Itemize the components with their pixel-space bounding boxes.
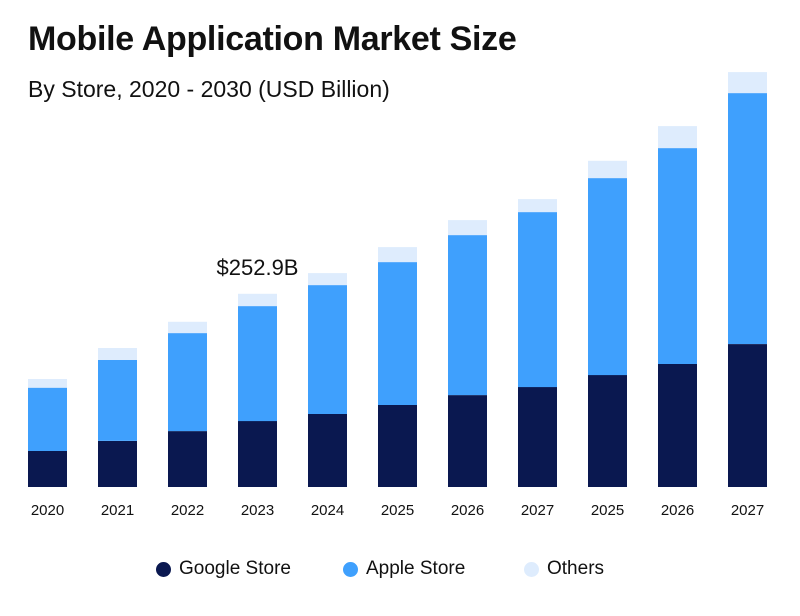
bar-google-store-2023 <box>238 421 277 487</box>
x-tick-label: 2026 <box>661 502 694 519</box>
bar-apple-store-2025 <box>378 262 417 405</box>
bar-apple-store-2024 <box>308 285 347 414</box>
bar-others-2023 <box>238 293 277 307</box>
data-label-annotation: $252.9B <box>217 255 299 280</box>
bar-apple-store-2020 <box>28 387 67 451</box>
bar-apple-store-2026 <box>448 235 487 396</box>
x-tick-label: 2027 <box>521 502 554 519</box>
bar-others-2024 <box>308 273 347 286</box>
bar-apple-store-2026 <box>658 148 697 364</box>
bar-others-2020 <box>28 379 67 388</box>
bar-others-2026 <box>658 126 697 149</box>
bar-others-2026 <box>448 220 487 236</box>
bar-apple-store-2027 <box>518 212 557 388</box>
bar-google-store-2024 <box>308 414 347 487</box>
legend-item-others[interactable]: Others <box>524 558 604 580</box>
legend-swatch-apple <box>343 561 358 577</box>
x-tick-label: 2020 <box>31 502 64 519</box>
bar-apple-store-2023 <box>238 306 277 422</box>
bar-others-2027 <box>518 199 557 213</box>
bar-google-store-2025 <box>378 405 417 487</box>
bar-apple-store-2025 <box>588 178 627 376</box>
bar-google-store-2025 <box>588 375 627 487</box>
x-tick-label: 2025 <box>591 502 624 519</box>
bar-apple-store-2027 <box>728 93 767 344</box>
bar-others-2022 <box>168 321 207 334</box>
legend-item-apple-store[interactable]: Apple Store <box>343 558 465 580</box>
x-tick-label: 2026 <box>451 502 484 519</box>
bar-google-store-2026 <box>448 395 487 487</box>
legend: Google Store Apple Store Others <box>0 558 800 584</box>
legend-label-others: Others <box>547 558 605 579</box>
bar-google-store-2020 <box>28 451 67 487</box>
chart-subtitle: By Store, 2020 - 2030 (USD Billion) <box>28 76 390 102</box>
x-tick-label: 2024 <box>311 502 344 519</box>
bar-others-2021 <box>98 348 137 360</box>
legend-swatch-others <box>524 561 539 577</box>
legend-label-google: Google Store <box>179 558 291 579</box>
bar-others-2027 <box>728 72 767 94</box>
legend-label-apple: Apple Store <box>366 558 466 579</box>
legend-swatch-google <box>156 561 171 577</box>
bar-google-store-2027 <box>518 387 557 487</box>
bar-others-2025 <box>588 160 627 179</box>
x-tick-label: 2021 <box>101 502 134 519</box>
x-tick-label: 2022 <box>171 502 204 519</box>
bar-google-store-2026 <box>658 364 697 487</box>
bar-apple-store-2022 <box>168 333 207 432</box>
x-tick-label: 2023 <box>241 502 274 519</box>
chart-title: Mobile Application Market Size <box>28 20 517 58</box>
bar-google-store-2022 <box>168 431 207 487</box>
bar-google-store-2027 <box>728 344 767 487</box>
bar-others-2025 <box>378 247 417 263</box>
legend-item-google-store[interactable]: Google Store <box>156 558 291 580</box>
bar-apple-store-2021 <box>98 360 137 441</box>
x-tick-label: 2027 <box>731 502 764 519</box>
x-tick-label: 2025 <box>381 502 414 519</box>
bar-google-store-2021 <box>98 441 137 487</box>
